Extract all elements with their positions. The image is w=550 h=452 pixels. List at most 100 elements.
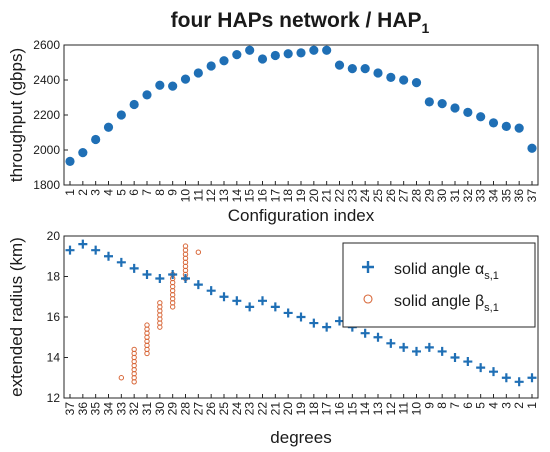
- x-tick-label: 7: [448, 402, 462, 409]
- x-tick-label: 31: [448, 189, 462, 203]
- x-tick-label: 36: [76, 402, 90, 416]
- legend-entry-alpha: solid angle αs,1: [362, 261, 499, 282]
- alpha-point: [450, 353, 460, 362]
- alpha-point: [155, 274, 165, 284]
- x-tick-label: 1: [63, 189, 77, 196]
- x-tick-label: 11: [191, 189, 205, 202]
- legend-plus-marker: [362, 261, 374, 273]
- x-tick-label: 37: [63, 402, 77, 416]
- legend-label-beta: solid angle βs,1: [394, 293, 499, 314]
- x-tick-label: 29: [166, 402, 180, 416]
- alpha-point: [527, 373, 537, 383]
- x-tick-label: 16: [256, 189, 270, 203]
- y-tick-label: 2400: [33, 73, 60, 87]
- y-tick-label: 2200: [33, 108, 60, 122]
- throughput-point: [155, 80, 165, 90]
- alpha-point: [296, 312, 306, 322]
- x-tick-label: 15: [345, 402, 359, 416]
- bottom-y-axis-label: extended radius (km): [7, 237, 26, 397]
- throughput-point: [334, 60, 345, 70]
- alpha-point: [181, 274, 190, 284]
- bottom-y-ticks: 12 14 16 18 20: [47, 229, 68, 405]
- x-tick-label: 12: [384, 402, 398, 416]
- alpha-point: [360, 328, 370, 338]
- x-tick-label: 13: [217, 189, 231, 203]
- x-tick-label: 9: [422, 402, 436, 409]
- x-tick-label: 36: [512, 189, 526, 203]
- x-tick-label: 37: [525, 189, 539, 203]
- throughput-point: [142, 90, 152, 100]
- x-tick-label: 26: [384, 189, 398, 203]
- x-tick-label: 3: [499, 402, 513, 409]
- alpha-series-points: [65, 239, 537, 387]
- throughput-point: [437, 99, 447, 109]
- x-tick-label: 35: [89, 402, 103, 416]
- alpha-point: [283, 308, 293, 318]
- x-tick-label: 21: [320, 189, 334, 203]
- y-tick-label: 16: [47, 310, 61, 324]
- x-tick-label: 26: [204, 402, 218, 416]
- alpha-point: [168, 269, 178, 279]
- x-tick-label: 27: [397, 189, 411, 203]
- x-tick-label: 4: [102, 189, 116, 196]
- top-y-ticks: 1800 2000 2200 2400 2600: [33, 38, 68, 192]
- x-tick-label: 1: [525, 402, 539, 409]
- x-tick-label: 34: [102, 402, 116, 416]
- x-tick-label: 19: [294, 402, 308, 416]
- alpha-point: [437, 346, 447, 356]
- x-tick-label: 24: [230, 402, 244, 416]
- throughput-point: [245, 45, 255, 55]
- x-tick-label: 34: [487, 189, 501, 203]
- x-tick-label: 32: [461, 189, 475, 203]
- x-tick-label: 18: [307, 402, 321, 416]
- throughput-point: [232, 50, 242, 60]
- x-tick-label: 13: [371, 402, 385, 416]
- alpha-point: [501, 373, 511, 383]
- beta-series-points: [118, 243, 202, 385]
- x-tick-label: 14: [358, 402, 372, 416]
- alpha-point: [232, 296, 242, 306]
- x-tick-label: 28: [410, 189, 424, 203]
- throughput-point: [206, 61, 216, 71]
- beta-point: [144, 322, 150, 328]
- alpha-point: [412, 346, 421, 356]
- throughput-point: [65, 156, 75, 166]
- y-tick-label: 2000: [33, 143, 60, 157]
- throughput-point: [91, 134, 101, 145]
- throughput-point: [219, 56, 229, 66]
- x-tick-label: 23: [345, 189, 359, 203]
- throughput-point: [411, 78, 422, 88]
- x-tick-label: 9: [166, 189, 180, 196]
- title-main: four HAPs network / HAP: [171, 9, 422, 32]
- alpha-point: [104, 251, 113, 261]
- throughput-point: [386, 72, 396, 82]
- x-tick-label: 30: [435, 189, 449, 203]
- x-tick-label: 6: [127, 189, 141, 196]
- throughput-point: [527, 143, 537, 153]
- throughput-point: [180, 74, 191, 84]
- alpha-point: [129, 263, 139, 273]
- top-data-points: [65, 45, 537, 166]
- beta-point: [182, 243, 189, 249]
- x-tick-label: 6: [461, 402, 475, 409]
- throughput-point: [78, 148, 88, 158]
- legend-circle-marker: [363, 294, 373, 304]
- alpha-point: [322, 322, 332, 332]
- top-x-ticks: 1234567891011121314151617181920212223242…: [63, 181, 539, 202]
- alpha-point: [476, 363, 486, 373]
- x-tick-label: 25: [217, 402, 231, 416]
- x-tick-label: 32: [127, 402, 141, 416]
- throughput-point: [168, 81, 178, 91]
- throughput-point: [322, 45, 332, 55]
- x-tick-label: 12: [204, 189, 218, 203]
- top-x-axis-label: Configuration index: [228, 206, 375, 225]
- throughput-point: [450, 103, 460, 113]
- x-tick-label: 25: [371, 189, 385, 203]
- legend-label-alpha: solid angle αs,1: [394, 261, 499, 282]
- throughput-point: [476, 112, 486, 122]
- x-tick-label: 21: [268, 402, 282, 416]
- y-tick-label: 20: [47, 229, 61, 243]
- x-tick-label: 3: [89, 189, 103, 196]
